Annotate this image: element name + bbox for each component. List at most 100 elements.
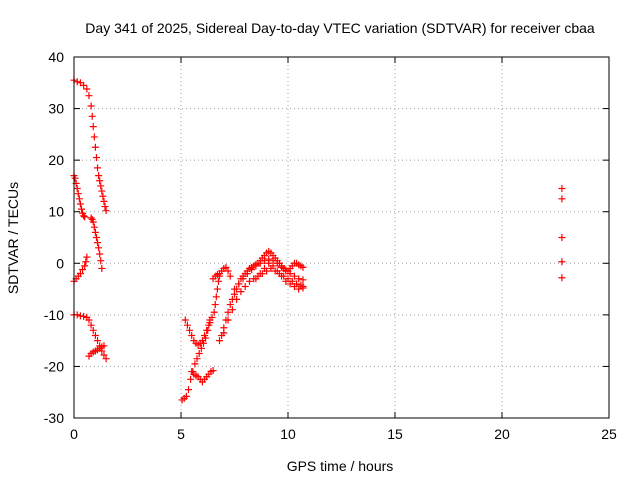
x-tick-label: 0 [70, 426, 78, 442]
data-point [213, 285, 221, 293]
data-point [89, 326, 97, 334]
data-point [265, 259, 273, 267]
data-point [98, 264, 106, 272]
data-point [94, 164, 102, 172]
data-point [100, 197, 108, 205]
axis-ticks [73, 56, 610, 419]
data-point [73, 311, 81, 319]
data-point [256, 259, 264, 267]
data-point [73, 78, 81, 86]
series-track-4 [70, 253, 91, 285]
data-point [80, 81, 88, 89]
data-point [278, 263, 286, 271]
y-tick-label: -30 [44, 410, 64, 426]
data-point [87, 214, 95, 222]
series-track-13 [209, 263, 234, 283]
data-point [228, 306, 236, 314]
data-point [198, 337, 206, 345]
data-point [290, 272, 298, 280]
data-point [191, 360, 199, 368]
series-track-3 [87, 214, 106, 272]
data-point [181, 316, 189, 324]
data-point [102, 355, 110, 363]
data-point [243, 270, 251, 278]
data-point [95, 172, 103, 180]
data-point [96, 250, 104, 258]
data-point [76, 270, 84, 278]
data-point [214, 277, 222, 285]
data-point [186, 326, 194, 334]
x-tick-label: 15 [387, 426, 403, 442]
data-point [256, 270, 264, 278]
data-point [73, 185, 81, 193]
data-point [79, 265, 87, 273]
data-point [89, 218, 97, 226]
data-point [216, 337, 224, 345]
data-point [269, 262, 277, 270]
data-point [94, 337, 102, 345]
data-point [299, 284, 307, 292]
data-point [558, 258, 566, 266]
data-point [88, 112, 96, 120]
data-point [92, 154, 100, 162]
data-point [81, 213, 89, 221]
series-track-8 [181, 316, 214, 349]
data-point [278, 272, 286, 280]
data-point [85, 92, 93, 100]
grid-lines [74, 57, 609, 418]
data-point [95, 244, 103, 252]
data-point [89, 123, 97, 131]
data-point [82, 258, 90, 266]
x-tick-label: 5 [177, 426, 185, 442]
data-point [90, 223, 98, 231]
data-point [80, 212, 88, 220]
data-point [224, 267, 232, 275]
series-track-10 [216, 247, 307, 345]
data-point [100, 342, 108, 350]
data-point [252, 262, 260, 270]
data-point [260, 264, 268, 272]
data-point [187, 375, 195, 383]
data-point [91, 228, 99, 236]
data-point [182, 392, 190, 400]
data-point [83, 253, 91, 261]
data-point [193, 355, 201, 363]
data-point [99, 192, 107, 200]
data-point [248, 265, 256, 273]
data-point [92, 234, 100, 241]
data-point [241, 282, 249, 290]
data-point [558, 185, 566, 193]
data-point [231, 285, 238, 293]
data-point [98, 187, 106, 195]
data-point [87, 102, 95, 110]
data-point [97, 182, 105, 190]
data-point [239, 275, 247, 283]
data-point [195, 350, 203, 358]
data-point [286, 280, 294, 288]
data-point [226, 301, 234, 309]
data-point [558, 274, 566, 282]
data-point [205, 321, 213, 329]
data-point [299, 263, 307, 271]
y-tick-label: 0 [56, 255, 64, 271]
data-markers [70, 76, 566, 404]
data-point [76, 200, 84, 208]
data-point [282, 277, 290, 285]
series-track-2 [70, 172, 89, 221]
data-point [206, 316, 214, 324]
y-tick-label: 10 [48, 204, 64, 220]
data-point [252, 275, 260, 283]
data-point [290, 282, 298, 290]
series-track-5 [70, 311, 110, 363]
data-point [233, 295, 241, 303]
x-axis-label: GPS time / hours [287, 458, 394, 474]
data-point [224, 316, 232, 324]
data-point [220, 329, 228, 337]
data-point [81, 262, 89, 270]
y-tick-label: -10 [44, 307, 64, 323]
data-point [85, 316, 93, 324]
data-point [80, 312, 88, 320]
x-tick-label: 25 [601, 426, 617, 442]
data-point [75, 195, 83, 203]
data-point [77, 205, 85, 213]
